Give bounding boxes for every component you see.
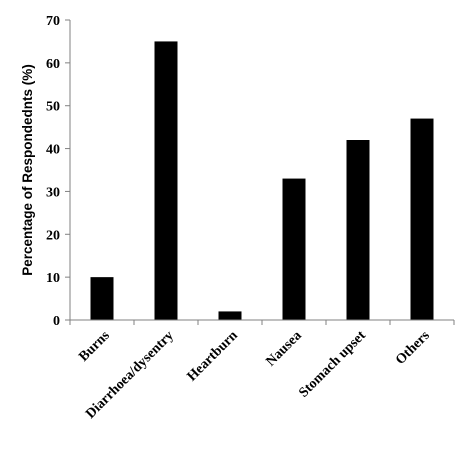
- x-category-label: Stomach upset: [296, 328, 369, 401]
- x-category-label: Nausea: [263, 328, 304, 369]
- y-tick-label: 20: [46, 228, 60, 243]
- y-tick-label: 50: [46, 100, 60, 115]
- y-axis-tick-labels: 0 10 20 30 40 50 60 70: [46, 14, 60, 329]
- x-category-label: Heartburn: [185, 328, 241, 384]
- y-axis-title: Percentage of Respondednts (%): [20, 64, 35, 276]
- y-tick-label: 30: [46, 185, 60, 200]
- y-tick-label: 40: [46, 143, 60, 158]
- y-tick-label: 70: [46, 14, 60, 29]
- bars: [90, 41, 434, 321]
- y-axis-ticks: [65, 19, 70, 321]
- bar: [218, 311, 242, 320]
- x-category-label: Burns: [76, 328, 113, 365]
- y-tick-label: 0: [53, 314, 60, 329]
- bar: [346, 140, 370, 320]
- x-category-label: Others: [393, 328, 433, 368]
- x-axis-ticks: [69, 320, 455, 325]
- y-tick-label: 60: [46, 57, 60, 72]
- bar: [90, 277, 114, 320]
- y-tick-label: 10: [46, 271, 60, 286]
- bar: [282, 178, 306, 320]
- bar: [154, 41, 178, 321]
- bar: [410, 118, 434, 320]
